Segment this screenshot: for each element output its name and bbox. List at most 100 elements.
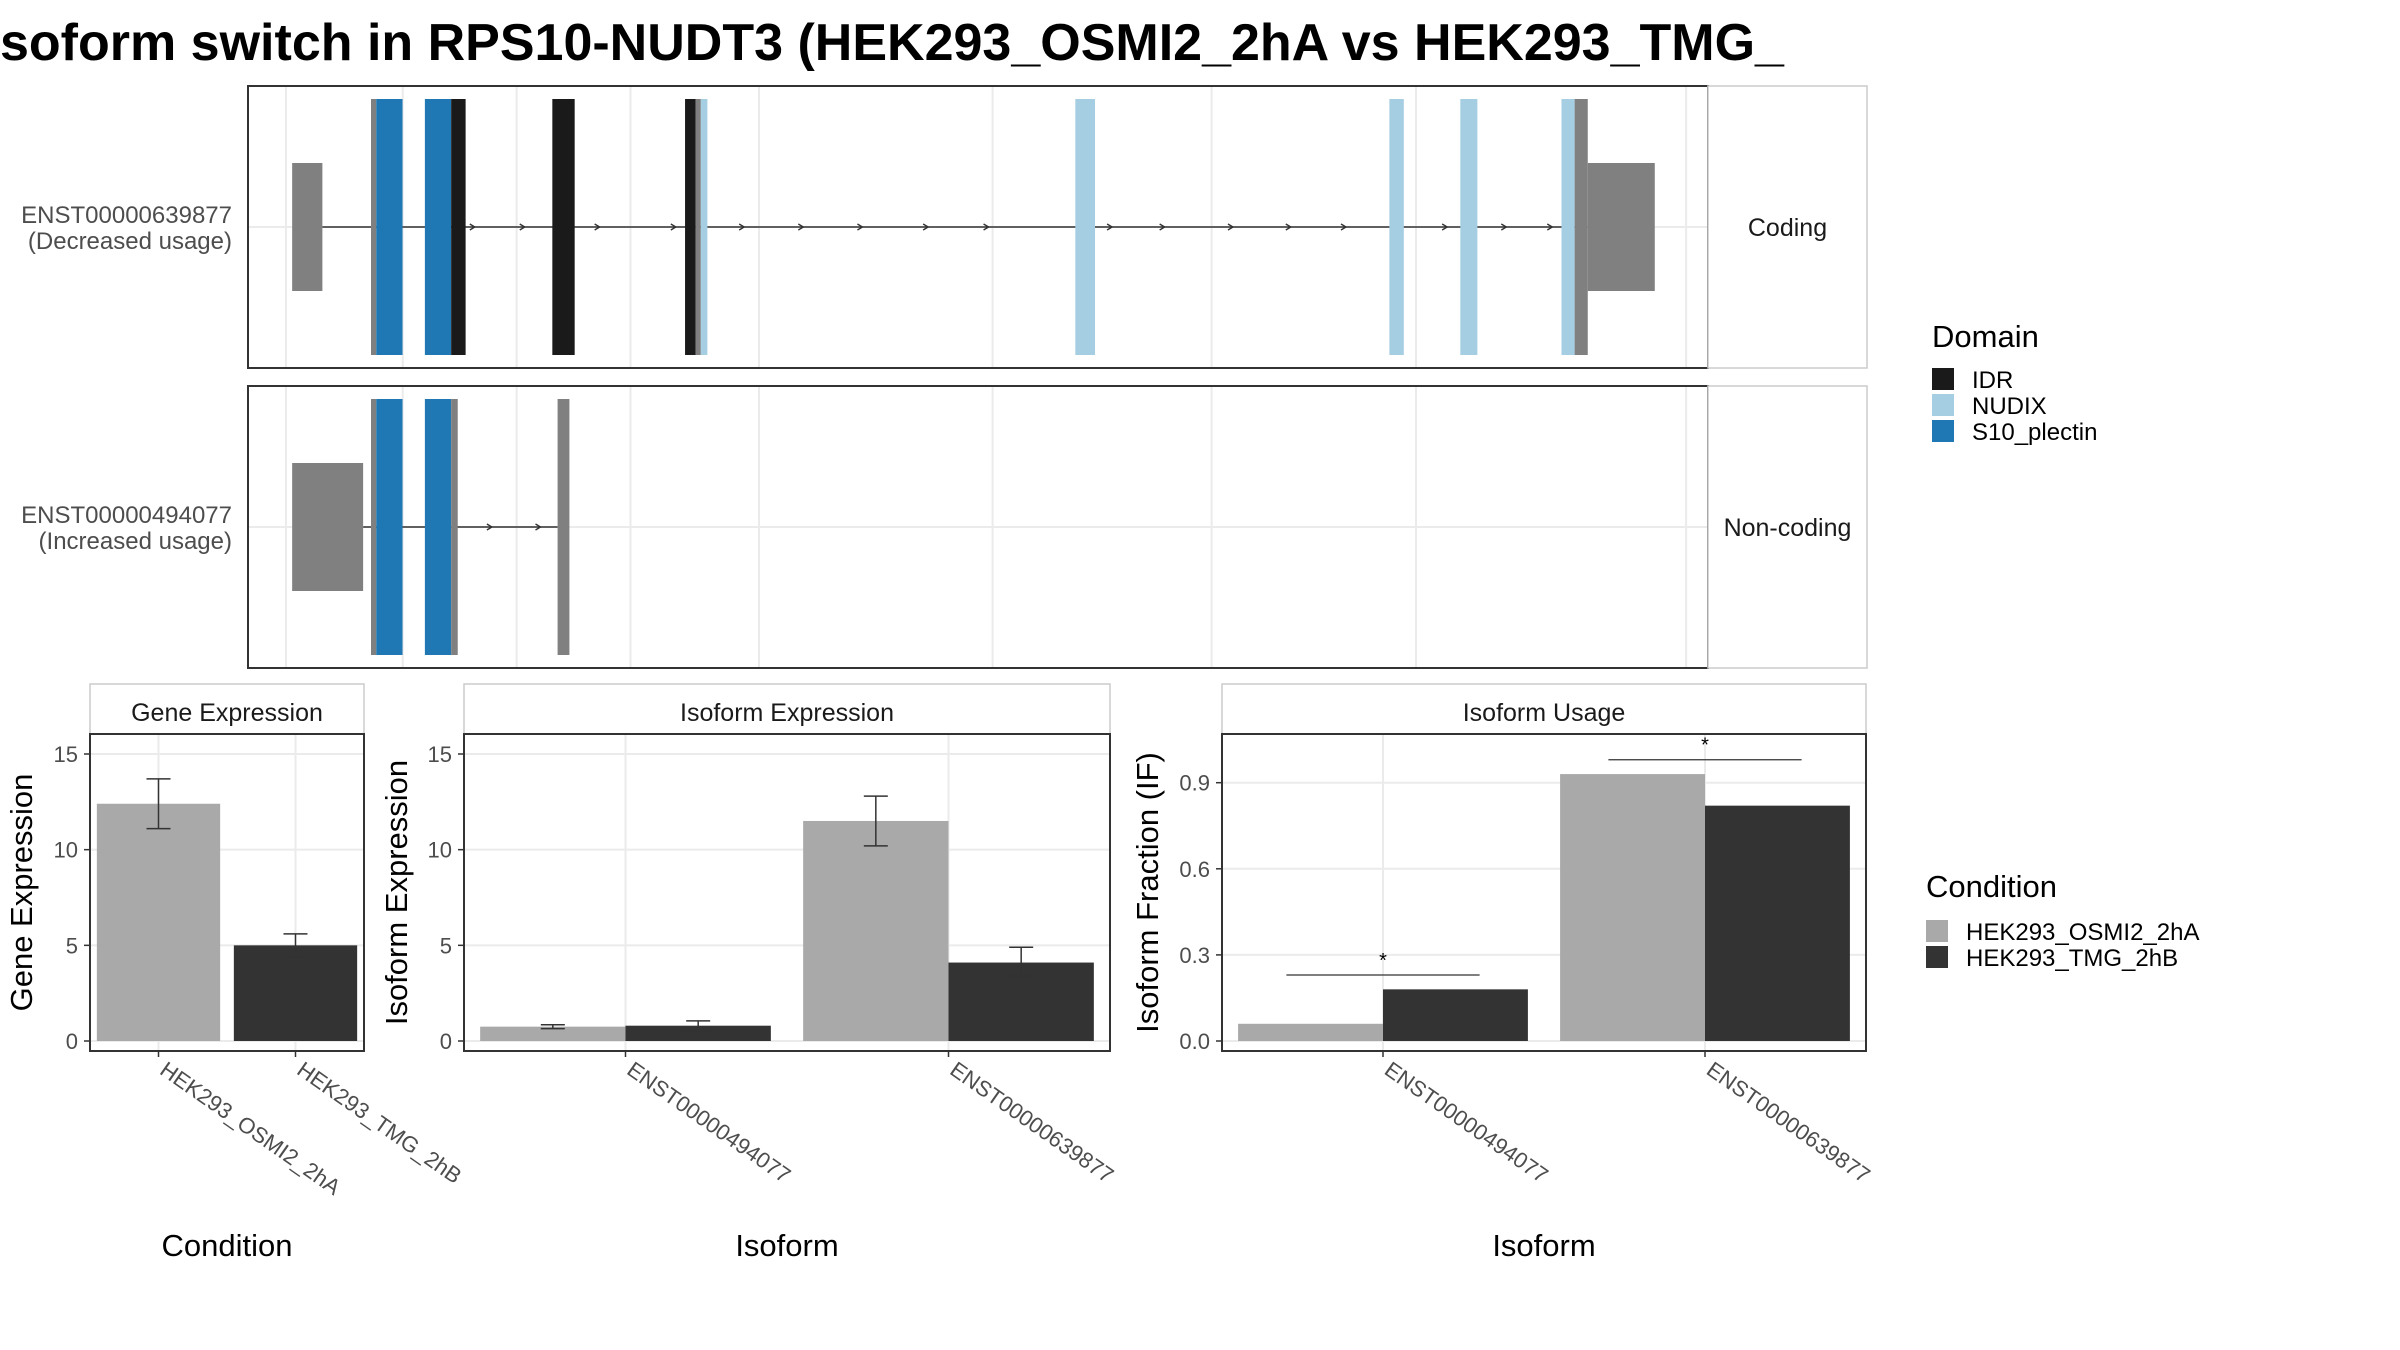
- bar-panel: Isoform Expression 0 5 10 15 ENST00000494077 E…: [379, 683, 1119, 1263]
- facet-strip: [463, 683, 1111, 735]
- y-tick-label: 15: [428, 742, 452, 767]
- exon-S10_plectin: [376, 99, 403, 355]
- x-tick-label: ENST00000494077: [1380, 1057, 1553, 1188]
- exon-NUDIX: [1460, 99, 1478, 355]
- legend-swatch-IDR: [1932, 368, 1954, 390]
- direction-arrow: [519, 223, 527, 231]
- panel-border: [1221, 733, 1867, 1052]
- bar: [1383, 989, 1528, 1041]
- direction-arrow: [1340, 223, 1348, 231]
- direction-arrow: [922, 223, 930, 231]
- legend-label-S10_plectin: S10_plectin: [1972, 419, 2097, 446]
- y-axis-title: Gene Expression: [4, 774, 39, 1012]
- y-axis-title: Isoform Fraction (IF): [1130, 752, 1165, 1033]
- y-tick-label: 5: [440, 933, 452, 958]
- exon-NUDIX: [1561, 99, 1575, 355]
- exon-IDR: [685, 99, 696, 355]
- exon-S10_plectin: [424, 99, 452, 355]
- direction-arrow: [1159, 223, 1167, 231]
- y-tick-label: 10: [54, 838, 78, 863]
- facet-strip-label: Coding: [1748, 214, 1827, 242]
- exon-S10_plectin: [376, 399, 403, 655]
- exon-utr: [451, 399, 458, 655]
- direction-arrow: [1106, 223, 1114, 231]
- facet-strip-label: Isoform Usage: [1463, 699, 1626, 727]
- exon-utr: [695, 99, 701, 355]
- transcript-id-label: ENST00000494077: [21, 502, 232, 529]
- bar: [625, 1025, 771, 1041]
- bar: [1238, 1023, 1383, 1041]
- exon-IDR: [552, 99, 575, 355]
- bar-panel: Isoform Usage 0.0 0.3 0.6 0.9 * * ENST000004940…: [1130, 683, 1875, 1263]
- x-tick-label: ENST00000639877: [946, 1057, 1119, 1188]
- exon-S10_plectin: [424, 399, 452, 655]
- exon-NUDIX: [1075, 99, 1096, 355]
- y-tick-label: 0.3: [1179, 943, 1210, 968]
- facet-strip: [89, 683, 365, 735]
- y-tick-label: 0: [66, 1029, 78, 1054]
- bar: [480, 1026, 626, 1041]
- y-tick-label: 5: [66, 933, 78, 958]
- facet-strip-label: Gene Expression: [131, 699, 323, 727]
- exon-utr: [292, 163, 323, 291]
- x-axis-title: Condition: [162, 1228, 293, 1263]
- direction-arrow: [486, 523, 494, 531]
- exon-utr: [557, 399, 570, 655]
- legend-label-IDR: IDR: [1972, 367, 2013, 394]
- figure-title: soform switch in RPS10-NUDT3 (HEK293_OSM…: [0, 14, 1785, 72]
- transcript-id-label: ENST00000639877: [21, 202, 232, 229]
- transcript-usage-label: (Increased usage): [39, 528, 232, 555]
- direction-arrow: [1500, 223, 1508, 231]
- legend-swatch-HEK293_TMG_2hB: [1926, 946, 1948, 968]
- domain-legend-title: Domain: [1932, 319, 2039, 354]
- direction-arrow: [738, 223, 746, 231]
- x-tick-label: ENST00000639877: [1702, 1057, 1875, 1188]
- direction-arrow: [1285, 223, 1293, 231]
- bar: [803, 820, 949, 1041]
- exon-utr: [371, 99, 377, 355]
- bar: [1705, 805, 1850, 1041]
- x-axis-title: Isoform: [1492, 1228, 1595, 1263]
- panel-border: [89, 733, 365, 1052]
- facet-strip: [1221, 683, 1867, 735]
- facet-strip: [1707, 385, 1868, 669]
- significance-star: *: [1701, 735, 1709, 757]
- bar: [1560, 774, 1705, 1041]
- direction-arrow: [1441, 223, 1449, 231]
- direction-arrow: [535, 523, 542, 531]
- direction-arrow: [594, 223, 602, 231]
- y-tick-label: 15: [54, 742, 78, 767]
- direction-arrow: [1546, 223, 1554, 231]
- facet-strip-label: Isoform Expression: [680, 699, 894, 727]
- facet-strip-label: Non-coding: [1724, 514, 1852, 542]
- direction-arrow: [797, 223, 805, 231]
- exon-utr_wide: [1587, 163, 1655, 291]
- y-tick-label: 0.9: [1179, 771, 1210, 796]
- y-tick-label: 0.6: [1179, 857, 1210, 882]
- transcript-panel: Non-coding ENST00000494077(Increased usag…: [21, 385, 1868, 669]
- direction-arrow: [983, 223, 990, 231]
- x-axis-title: Isoform: [735, 1228, 838, 1263]
- bar: [96, 803, 221, 1041]
- facet-strip: [1707, 85, 1868, 369]
- exon-NUDIX: [700, 99, 708, 355]
- bar-chart-panels: Gene Expression051015HEK293_OSMI2_2hAHEK…: [4, 683, 1875, 1263]
- y-tick-label: 10: [428, 838, 452, 863]
- direction-arrow: [670, 223, 678, 231]
- legend-label-HEK293_OSMI2_2hA: HEK293_OSMI2_2hA: [1966, 919, 2199, 946]
- condition-legend-title: Condition: [1926, 869, 2057, 904]
- exon-NUDIX: [1389, 99, 1404, 355]
- y-tick-label: 0.0: [1179, 1029, 1210, 1054]
- exon-IDR: [451, 99, 466, 355]
- exon-utr: [371, 399, 377, 655]
- transcript-panel: Coding ENST00000639877(Decreased usage): [21, 85, 1868, 369]
- direction-arrow: [1227, 223, 1235, 231]
- legend-swatch-NUDIX: [1932, 394, 1954, 416]
- y-tick-label: 0: [440, 1029, 452, 1054]
- panel-border: [463, 733, 1111, 1052]
- significance-star: *: [1379, 950, 1387, 972]
- x-tick-label: ENST00000494077: [623, 1057, 796, 1188]
- direction-arrow: [857, 223, 864, 231]
